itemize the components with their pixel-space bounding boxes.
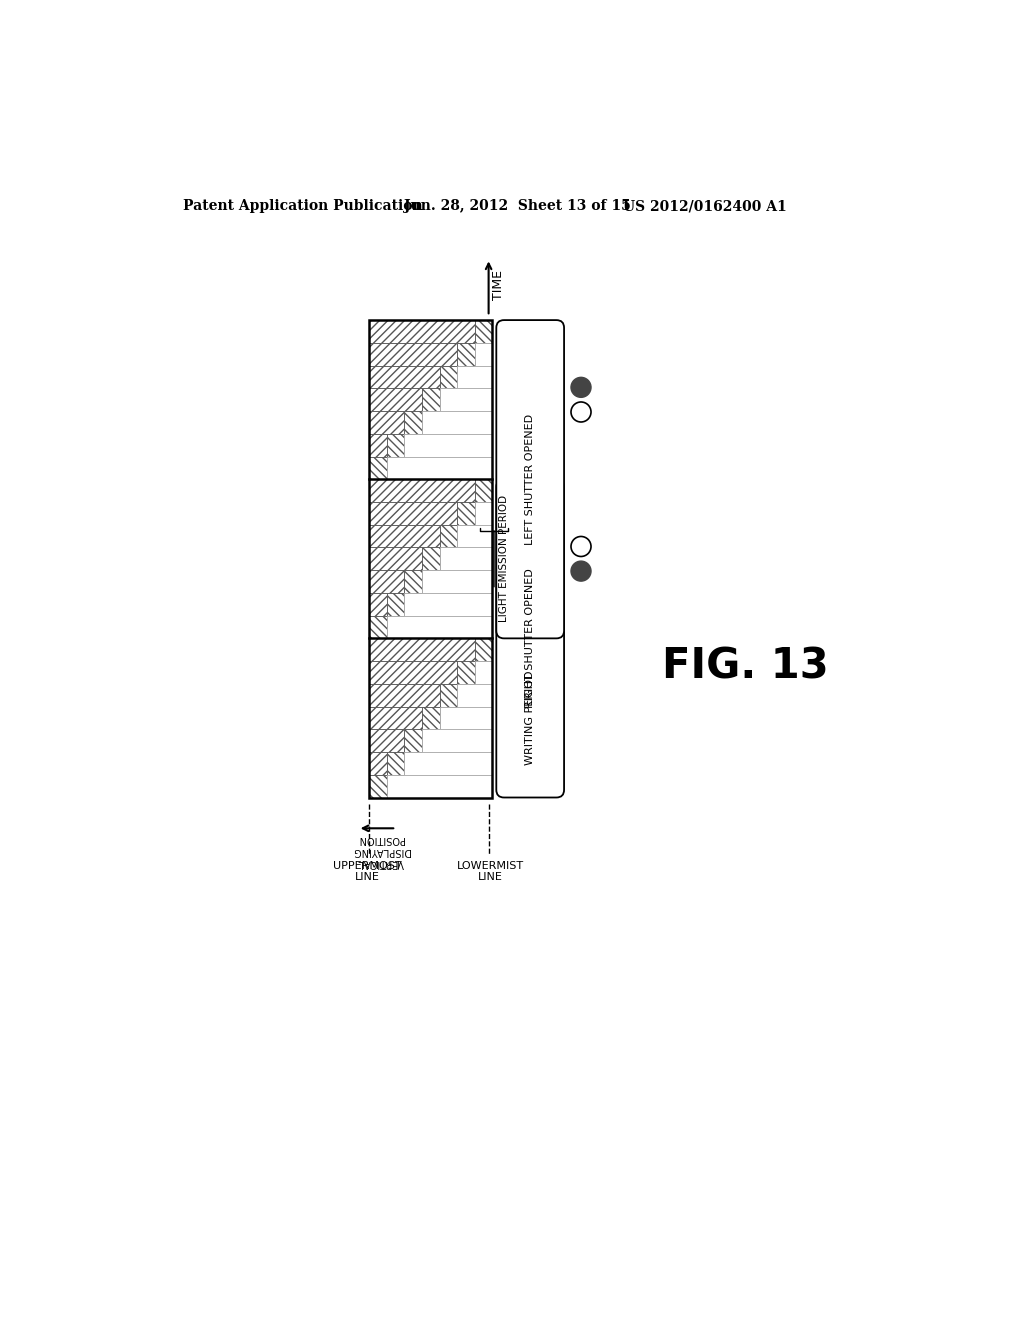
Bar <box>370 321 493 479</box>
Text: WRITING PERIOD: WRITING PERIOD <box>525 671 536 766</box>
Bar <box>370 684 439 706</box>
Text: LEFT SHUTTER OPENED: LEFT SHUTTER OPENED <box>525 413 536 545</box>
Text: LOWERMIST
LINE: LOWERMIST LINE <box>457 861 523 882</box>
Circle shape <box>571 378 591 397</box>
Text: UPPERMOST
LINE: UPPERMOST LINE <box>334 861 402 882</box>
Circle shape <box>571 403 591 422</box>
Bar <box>387 615 493 639</box>
Bar <box>458 684 493 706</box>
FancyBboxPatch shape <box>497 321 564 639</box>
Bar <box>370 661 458 684</box>
Bar <box>370 639 475 661</box>
Bar <box>370 366 439 388</box>
Bar <box>370 593 387 615</box>
Circle shape <box>571 561 591 581</box>
Bar <box>387 752 404 775</box>
Bar <box>370 752 387 775</box>
Bar <box>387 775 493 797</box>
Bar <box>370 388 422 411</box>
Text: LIGHT EMISSION PERIOD: LIGHT EMISSION PERIOD <box>499 495 509 622</box>
Bar <box>475 639 493 661</box>
Bar <box>370 434 387 457</box>
FancyBboxPatch shape <box>497 479 564 797</box>
Bar <box>458 502 475 525</box>
Bar <box>404 729 422 752</box>
Bar <box>458 525 493 548</box>
Bar <box>422 548 439 570</box>
Bar <box>387 457 493 479</box>
Text: Patent Application Publication: Patent Application Publication <box>183 199 423 213</box>
Bar <box>439 366 458 388</box>
Bar <box>422 570 493 593</box>
Bar <box>370 479 475 502</box>
Bar <box>439 548 493 570</box>
Bar <box>422 388 439 411</box>
Bar <box>458 661 475 684</box>
Bar <box>370 321 493 797</box>
Bar <box>439 706 493 729</box>
Bar <box>370 639 493 797</box>
Bar <box>370 775 387 797</box>
Bar <box>370 570 404 593</box>
Bar <box>475 343 493 366</box>
Bar <box>458 343 475 366</box>
Text: RIGHT SHUTTER OPENED: RIGHT SHUTTER OPENED <box>525 569 536 709</box>
Bar <box>370 615 387 639</box>
Bar <box>370 343 458 366</box>
Bar <box>422 411 493 434</box>
Text: VERTICAL
DISPLAYING
POSITION: VERTICAL DISPLAYING POSITION <box>352 834 410 867</box>
Bar <box>370 479 493 639</box>
Bar <box>404 434 493 457</box>
Bar <box>439 388 493 411</box>
Bar <box>404 752 493 775</box>
Bar <box>370 729 404 752</box>
Circle shape <box>571 536 591 557</box>
Bar <box>475 502 493 525</box>
Text: FIG. 13: FIG. 13 <box>662 645 828 688</box>
Bar <box>370 411 404 434</box>
Bar <box>404 411 422 434</box>
Bar <box>439 684 458 706</box>
Bar <box>387 593 404 615</box>
Bar <box>475 479 493 502</box>
Text: US 2012/0162400 A1: US 2012/0162400 A1 <box>624 199 787 213</box>
Bar <box>404 570 422 593</box>
Bar <box>439 525 458 548</box>
Bar <box>475 321 493 343</box>
Bar <box>370 457 387 479</box>
Bar <box>458 366 493 388</box>
Bar <box>404 593 493 615</box>
Bar <box>422 706 439 729</box>
Bar <box>387 434 404 457</box>
Bar <box>370 525 439 548</box>
Bar <box>370 321 475 343</box>
Bar <box>370 502 458 525</box>
Bar <box>370 706 422 729</box>
Text: TIME: TIME <box>492 271 505 301</box>
Bar <box>422 729 493 752</box>
Bar <box>475 661 493 684</box>
Text: Jun. 28, 2012  Sheet 13 of 15: Jun. 28, 2012 Sheet 13 of 15 <box>403 199 631 213</box>
Bar <box>370 548 422 570</box>
